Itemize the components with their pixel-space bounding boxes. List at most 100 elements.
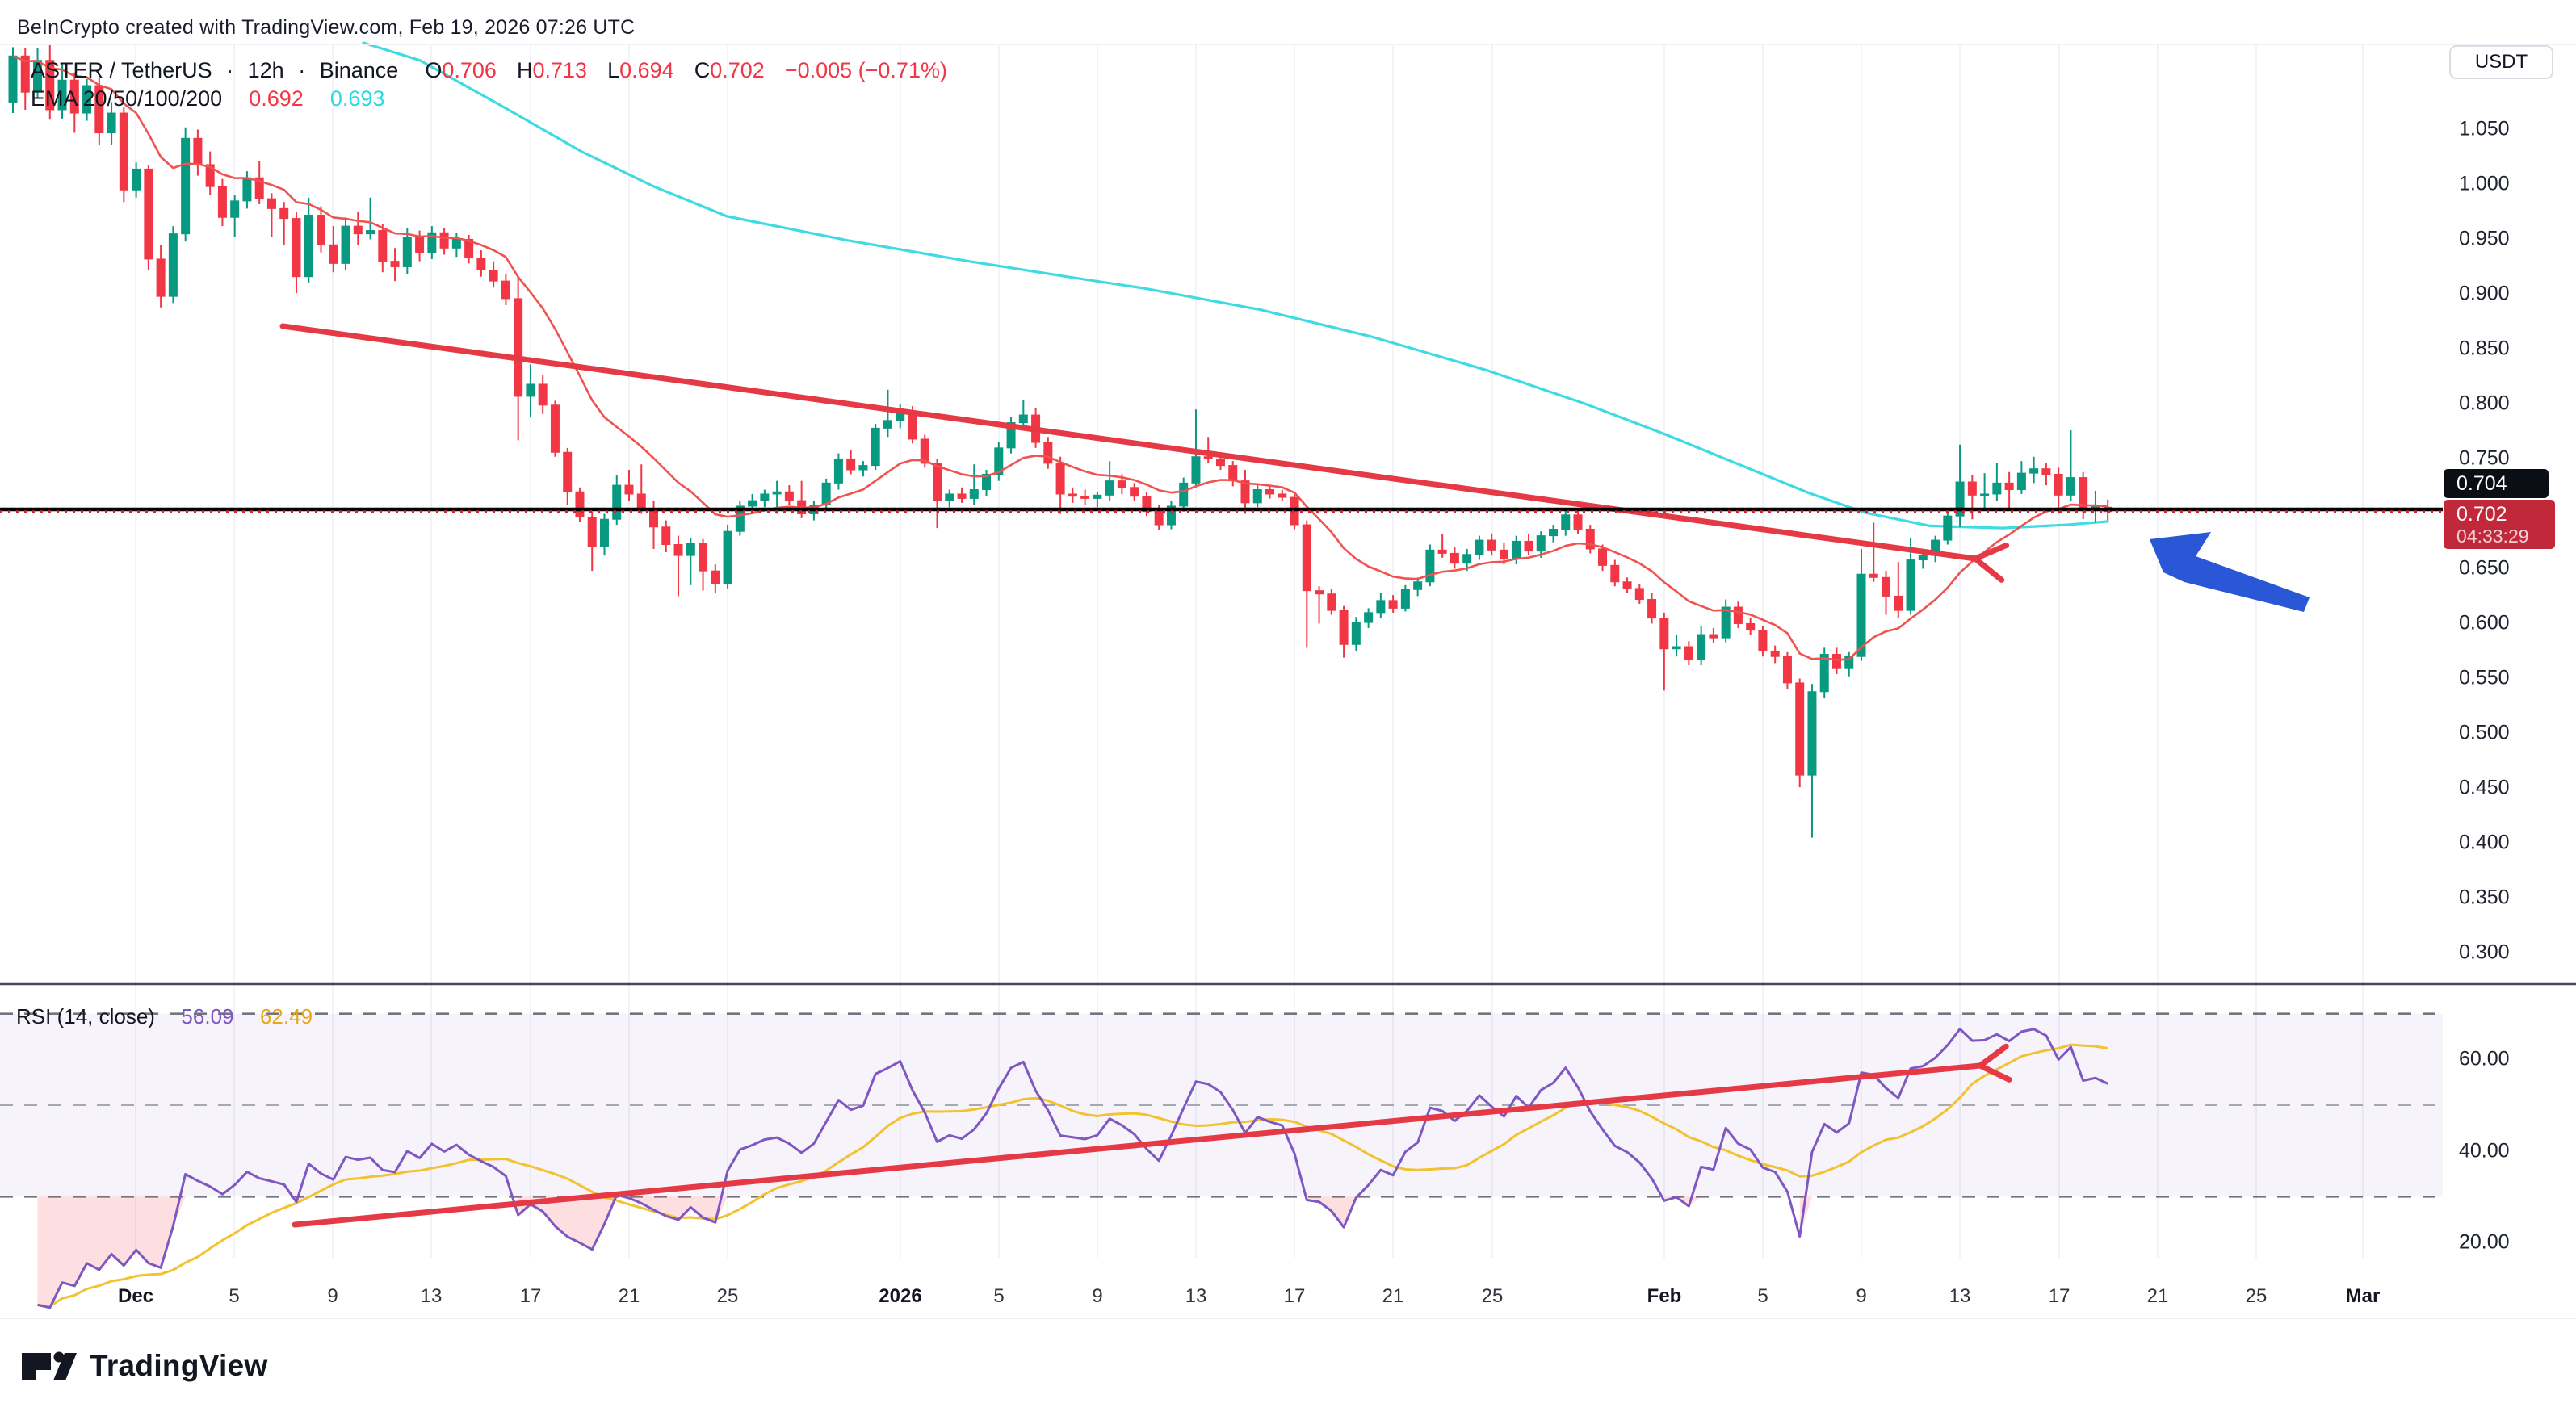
time-axis[interactable]: Dec 5 9 13 17 21 25 2026 5 9 13 17 21 25 Feb 5 9 13 17 21 25… xyxy=(0,1276,2576,1318)
header-divider xyxy=(0,44,2576,45)
candle xyxy=(205,164,215,187)
price-axis-label[interactable]: 0.600 xyxy=(2459,611,2510,635)
price-axis-label[interactable]: 1.050 xyxy=(2459,117,2510,140)
interval[interactable]: 12h xyxy=(247,58,284,82)
symbol-legend[interactable]: ASTER / TetherUS · 12h · Binance O0.706 … xyxy=(31,58,947,83)
ema-legend[interactable]: EMA 20/50/100/200 0.692 0.693 xyxy=(31,86,384,111)
price-axis-label[interactable]: 0.350 xyxy=(2459,886,2510,909)
candle xyxy=(933,463,942,501)
time-axis-label[interactable]: 13 xyxy=(420,1285,443,1307)
candle xyxy=(1918,555,1928,561)
time-axis-label[interactable]: 5 xyxy=(993,1285,1005,1307)
time-axis-label[interactable]: 17 xyxy=(1283,1285,1306,1307)
candle xyxy=(1043,442,1053,464)
candle xyxy=(1117,480,1126,488)
price-axis-label[interactable]: 0.300 xyxy=(2459,941,2510,964)
candle xyxy=(1462,554,1472,564)
candle xyxy=(661,526,671,546)
price-axis-label[interactable]: 0.800 xyxy=(2459,392,2510,415)
price-axis-label[interactable]: 0.550 xyxy=(2459,666,2510,689)
candle xyxy=(1807,691,1817,776)
candle xyxy=(1376,600,1386,614)
low-key: L xyxy=(607,58,620,82)
candle xyxy=(2029,468,2039,474)
candle xyxy=(1364,612,1374,623)
currency-toggle-button[interactable]: USDT xyxy=(2449,45,2553,79)
price-axis-label[interactable]: 0.750 xyxy=(2459,446,2510,470)
time-axis-label[interactable]: 25 xyxy=(1481,1285,1504,1307)
candle xyxy=(1610,564,1620,583)
rsi-ascending-trendline[interactable] xyxy=(292,1062,1983,1228)
time-axis-label[interactable]: 13 xyxy=(1949,1285,1971,1307)
time-axis-label[interactable]: Mar xyxy=(2345,1285,2381,1307)
price-axis-label[interactable]: 0.450 xyxy=(2459,776,2510,799)
time-axis-label[interactable]: 25 xyxy=(2245,1285,2268,1307)
time-axis-label[interactable]: 17 xyxy=(2048,1285,2070,1307)
time-axis-label[interactable]: Dec xyxy=(117,1285,154,1307)
time-axis-label[interactable]: 9 xyxy=(1856,1285,1867,1307)
time-axis-label[interactable]: 2026 xyxy=(879,1285,922,1307)
candle xyxy=(711,570,720,584)
candle xyxy=(1758,630,1768,651)
tradingview-logo[interactable]: TradingView xyxy=(20,1348,268,1384)
rsi-title[interactable]: RSI (14, close) xyxy=(16,1004,155,1028)
candle xyxy=(538,383,548,406)
time-axis-label[interactable]: 21 xyxy=(2146,1285,2169,1307)
candle xyxy=(317,215,325,245)
bottom-divider xyxy=(0,1318,2576,1319)
price-axis[interactable]: 1.050 1.000 0.950 0.900 0.850 0.800 0.750 0.650… xyxy=(2459,0,2576,1416)
time-axis-label[interactable]: 17 xyxy=(519,1285,542,1307)
candle xyxy=(945,493,954,501)
candle xyxy=(489,270,498,282)
descending-trendline[interactable] xyxy=(279,323,1978,562)
time-axis-label[interactable]: 25 xyxy=(716,1285,739,1307)
time-axis-label[interactable]: 5 xyxy=(229,1285,240,1307)
candle xyxy=(378,230,388,262)
blue-annotation-arrow[interactable] xyxy=(2150,532,2310,612)
candle xyxy=(254,177,264,199)
high-key: H xyxy=(516,58,533,82)
candle xyxy=(1487,539,1496,551)
candle xyxy=(1672,646,1681,650)
price-axis-label[interactable]: 0.850 xyxy=(2459,337,2510,360)
candle xyxy=(723,530,732,584)
candle xyxy=(107,112,116,134)
price-axis-label[interactable]: 0.900 xyxy=(2459,282,2510,305)
rsi-trendline-arrowhead xyxy=(1977,1043,2012,1083)
candle xyxy=(1733,606,1743,624)
time-axis-label[interactable]: 13 xyxy=(1185,1285,1207,1307)
price-axis-label[interactable]: 0.400 xyxy=(2459,831,2510,854)
candle xyxy=(439,232,449,249)
price-axis-label[interactable]: 0.500 xyxy=(2459,721,2510,744)
time-axis-label[interactable]: 9 xyxy=(1092,1285,1103,1307)
symbol-name[interactable]: ASTER / TetherUS xyxy=(31,58,212,82)
time-axis-label[interactable]: 9 xyxy=(327,1285,338,1307)
candle xyxy=(1142,496,1152,513)
last-price-value: 0.702 xyxy=(2456,502,2507,526)
time-axis-label[interactable]: Feb xyxy=(1647,1285,1682,1307)
candle xyxy=(994,447,1004,475)
candle xyxy=(514,298,523,397)
price-axis-label[interactable]: 0.650 xyxy=(2459,556,2510,580)
candle xyxy=(1980,493,1990,496)
candle xyxy=(821,482,831,506)
time-axis-label[interactable]: 5 xyxy=(1757,1285,1768,1307)
candle xyxy=(673,544,683,556)
candle xyxy=(1351,622,1361,645)
time-axis-label[interactable]: 21 xyxy=(1382,1285,1404,1307)
rsi-legend[interactable]: RSI (14, close) 56.09 62.49 xyxy=(16,1004,313,1029)
price-axis-label[interactable]: 0.950 xyxy=(2459,227,2510,250)
price-axis-label[interactable]: 1.000 xyxy=(2459,172,2510,195)
ema-title[interactable]: EMA 20/50/100/200 xyxy=(31,86,223,111)
candle xyxy=(1315,590,1324,595)
rsi-axis-label[interactable]: 60.00 xyxy=(2459,1047,2510,1070)
candle xyxy=(1339,610,1349,645)
ema-slow-line xyxy=(362,41,2109,530)
rsi-axis-label[interactable]: 40.00 xyxy=(2459,1139,2510,1163)
time-axis-label[interactable]: 21 xyxy=(618,1285,640,1307)
candle xyxy=(858,465,868,471)
rsi-axis-label[interactable]: 20.00 xyxy=(2459,1230,2510,1254)
candle xyxy=(1647,599,1657,619)
candle xyxy=(1955,481,1965,517)
